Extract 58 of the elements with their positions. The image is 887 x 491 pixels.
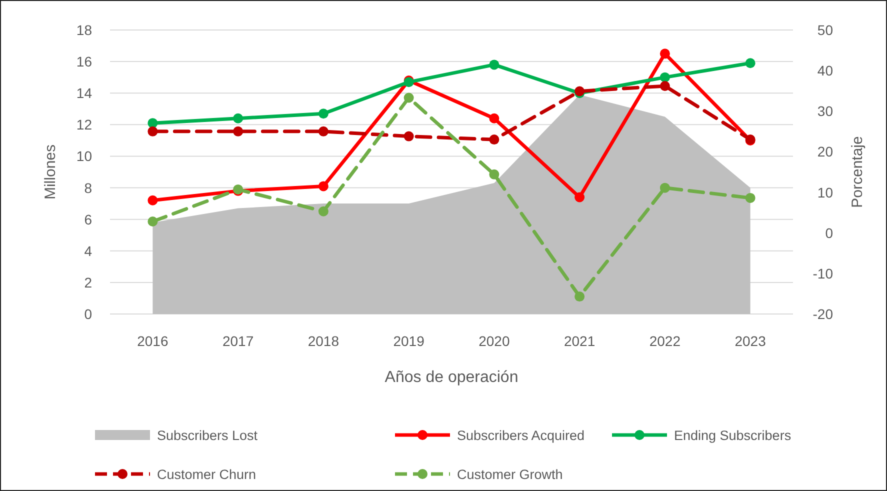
x-tick-label: 2018 bbox=[308, 333, 340, 349]
point bbox=[745, 58, 756, 68]
point bbox=[489, 60, 500, 70]
point bbox=[745, 192, 756, 203]
point bbox=[318, 181, 328, 192]
y-tick-label: 2 bbox=[84, 274, 92, 290]
y2-tick-label: 30 bbox=[817, 103, 834, 120]
point bbox=[489, 113, 500, 124]
legend-label: Customer Growth bbox=[457, 467, 563, 482]
x-tick-label: 2019 bbox=[393, 333, 425, 349]
y-tick-label: 6 bbox=[84, 211, 92, 228]
y-axis-title: Millones bbox=[42, 144, 59, 200]
y-tick-label: 10 bbox=[76, 148, 92, 164]
point bbox=[489, 134, 500, 145]
point bbox=[233, 113, 244, 124]
point bbox=[489, 169, 500, 180]
point bbox=[148, 126, 158, 136]
y-tick-label: 12 bbox=[76, 116, 92, 133]
point bbox=[404, 92, 414, 103]
y-tick-label: 0 bbox=[84, 306, 92, 322]
point bbox=[660, 182, 670, 193]
y2-tick-label: 10 bbox=[817, 184, 834, 200]
y2-tick-label: 40 bbox=[817, 62, 834, 79]
point bbox=[148, 195, 158, 206]
point bbox=[148, 216, 158, 226]
y2-tick-label: -10 bbox=[812, 265, 834, 282]
x-tick-label: 2023 bbox=[734, 333, 766, 349]
point bbox=[660, 72, 670, 82]
y-tick-label: 8 bbox=[84, 180, 92, 196]
y-tick-label: 18 bbox=[76, 22, 92, 38]
point bbox=[574, 192, 585, 202]
point bbox=[660, 80, 670, 91]
x-tick-label: 2016 bbox=[137, 333, 168, 349]
point bbox=[574, 292, 585, 302]
legend-label: Subscribers Lost bbox=[157, 428, 258, 443]
y-tick-label: 14 bbox=[76, 85, 92, 102]
y2-axis-title: Porcentaje bbox=[849, 136, 866, 208]
y2-tick-label: 50 bbox=[817, 22, 834, 38]
point bbox=[318, 126, 328, 136]
legend-label: Ending Subscribers bbox=[674, 428, 792, 443]
point bbox=[318, 206, 328, 216]
y2-tick-label: 20 bbox=[817, 144, 834, 160]
y2-tick-label: 0 bbox=[825, 224, 834, 241]
point bbox=[404, 131, 414, 142]
y2-tick-label: -20 bbox=[812, 306, 834, 322]
y-tick-label: 4 bbox=[84, 242, 92, 259]
legend-label: Customer Churn bbox=[157, 467, 256, 482]
x-tick-label: 2020 bbox=[478, 333, 510, 349]
x-tick-label: 2022 bbox=[649, 333, 681, 349]
point bbox=[318, 108, 328, 119]
point bbox=[233, 126, 244, 136]
x-tick-label: 2017 bbox=[222, 333, 254, 349]
point bbox=[660, 48, 670, 59]
legend-label: Subscribers Acquired bbox=[457, 428, 585, 443]
point bbox=[148, 118, 158, 128]
x-axis-title: Años de operación bbox=[384, 369, 518, 386]
x-tick-label: 2021 bbox=[564, 333, 596, 349]
y-tick-label: 16 bbox=[76, 54, 92, 70]
